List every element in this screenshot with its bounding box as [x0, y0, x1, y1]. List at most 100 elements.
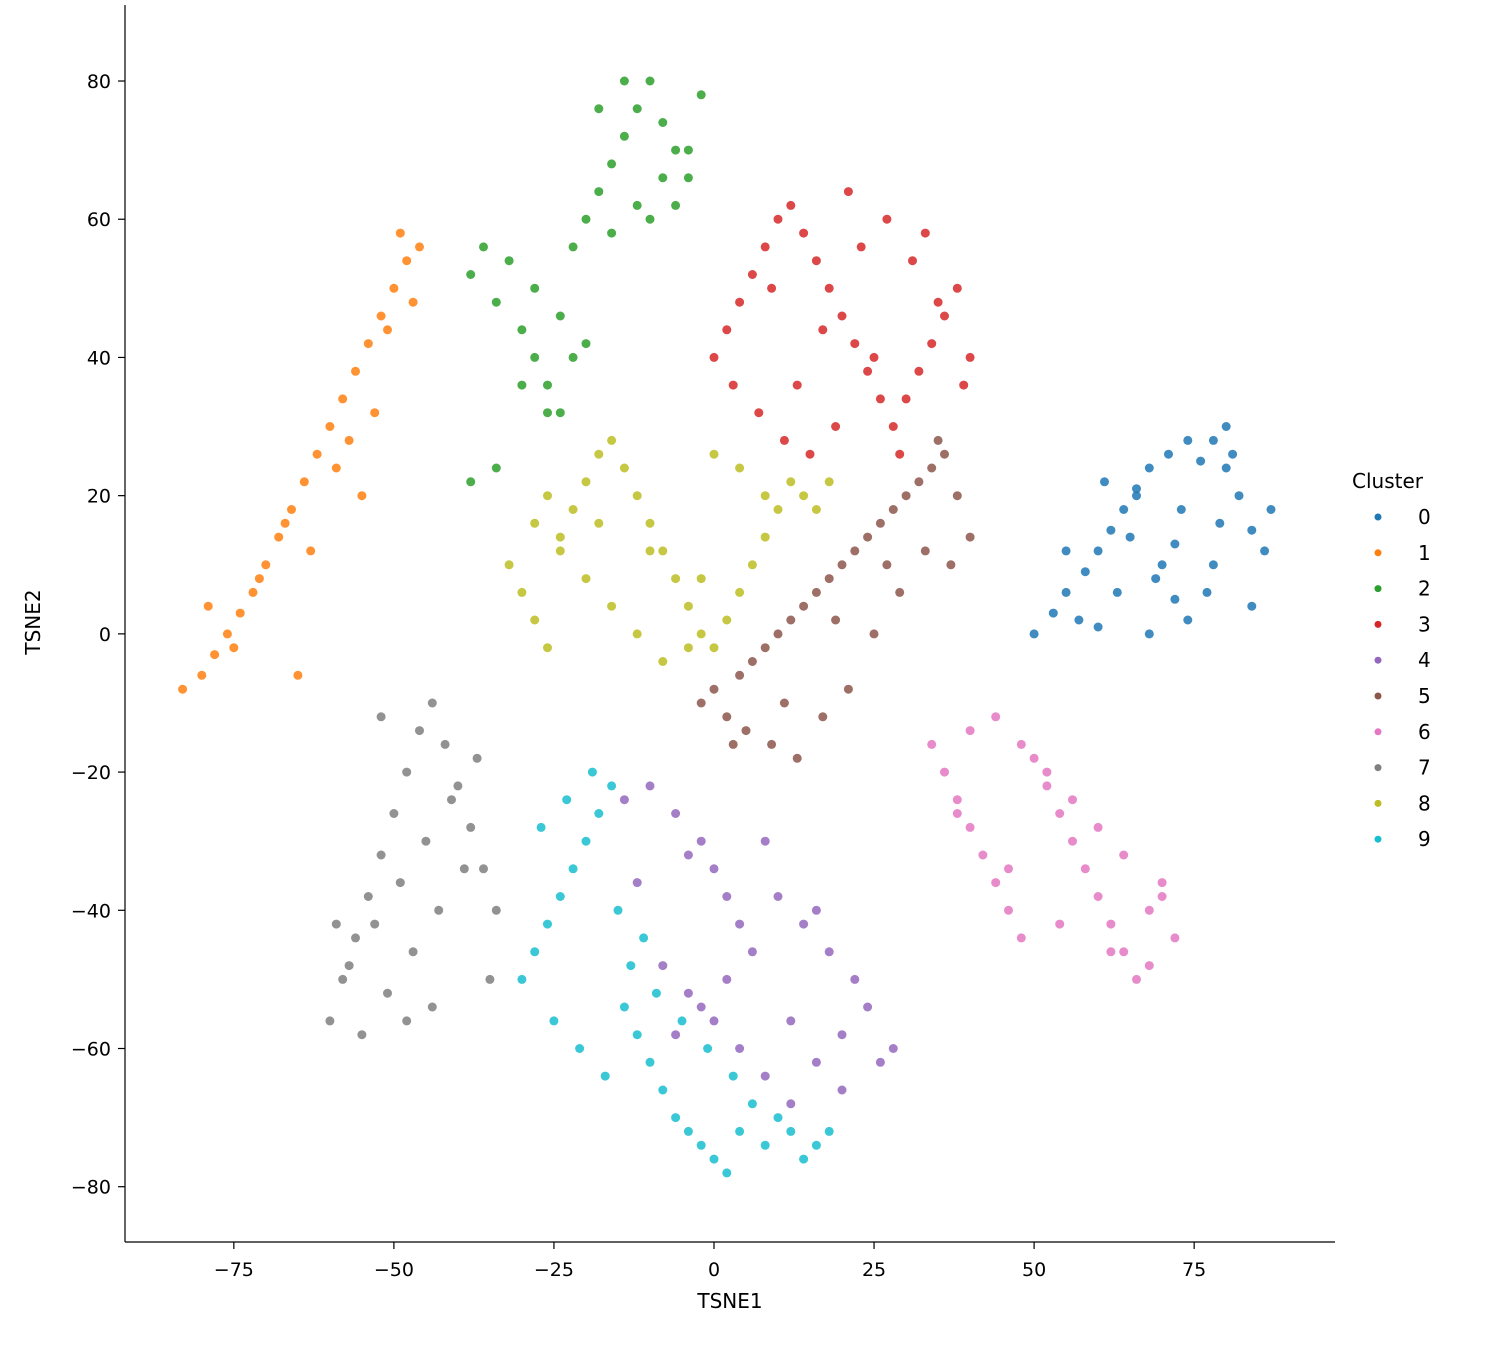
cluster-9-point [799, 1154, 809, 1164]
cluster-5-point [767, 739, 777, 749]
cluster-4-point [773, 892, 783, 901]
cluster-9-point [594, 809, 604, 818]
cluster-5-point [837, 560, 847, 570]
cluster-5-point [927, 463, 937, 473]
cluster-1-point [229, 643, 239, 653]
cluster-7-point [479, 864, 488, 874]
cluster-0-point [1202, 587, 1212, 597]
cluster-0-point [1151, 574, 1161, 584]
cluster-6-point [1119, 850, 1129, 860]
cluster-0-point [1228, 449, 1238, 459]
cluster-7-point [415, 726, 424, 736]
cluster-8-point [722, 615, 732, 625]
cluster-5-point [920, 546, 930, 556]
cluster-7-point [370, 919, 380, 929]
cluster-2-point [466, 270, 476, 279]
cluster-1-point [370, 408, 380, 418]
cluster-7-point [472, 753, 482, 763]
cluster-5-point [850, 546, 860, 556]
cluster-2-point [479, 242, 488, 252]
cluster-3-point [824, 283, 834, 293]
cluster-1-point [306, 546, 316, 556]
cluster-0-point [1221, 422, 1231, 431]
cluster-0-point [1215, 518, 1225, 528]
cluster-3-point [805, 449, 815, 459]
cluster-2-point [543, 408, 552, 418]
cluster-5-point [831, 615, 841, 625]
cluster-0-point [1029, 629, 1039, 639]
cluster-5-point [779, 698, 789, 708]
cluster-4-point [786, 1099, 796, 1109]
cluster-9-point [626, 961, 636, 971]
cluster-5-point [875, 518, 885, 528]
cluster-0-point [1132, 484, 1141, 494]
legend-marker-8 [1374, 799, 1382, 807]
cluster-6-point [1144, 905, 1154, 915]
cluster-1-point [261, 560, 271, 570]
cluster-5-point [940, 449, 949, 459]
cluster-6-point [1157, 892, 1167, 901]
cluster-2-point [594, 187, 604, 197]
cluster-2-point [645, 214, 655, 224]
cluster-1-point [325, 422, 335, 431]
x-tick-label: 25 [862, 1259, 886, 1281]
cluster-2-point [671, 200, 681, 210]
cluster-2-point [658, 118, 668, 127]
cluster-6-point [1042, 781, 1052, 791]
cluster-2-point [504, 256, 514, 266]
cluster-6-point [1042, 767, 1052, 777]
cluster-2-point [696, 90, 706, 100]
cluster-0-point [1093, 622, 1103, 632]
cluster-6-point [1004, 864, 1013, 874]
cluster-4-point [683, 850, 693, 860]
cluster-0-point [1247, 601, 1257, 611]
cluster-3-point [818, 325, 828, 335]
cluster-9-point [671, 1113, 681, 1123]
cluster-7-point [427, 1002, 437, 1012]
cluster-2-point [530, 352, 540, 362]
cluster-1-point [402, 256, 412, 266]
cluster-5-point [735, 670, 745, 680]
cluster-5-point [741, 726, 751, 736]
cluster-7-point [395, 878, 405, 888]
cluster-5-point [811, 587, 821, 597]
cluster-8-point [760, 532, 770, 542]
cluster-4-point [709, 1016, 719, 1026]
cluster-7-point [491, 905, 501, 915]
ticks-layer: −75 −50 −25 0 25 50 75 −80 −60 −40 −20 0 20 40 60 80 [71, 71, 1206, 1281]
cluster-0-point [1061, 587, 1071, 597]
cluster-8-point [696, 629, 706, 639]
cluster-9-point [581, 836, 591, 846]
cluster-4-point [696, 836, 706, 846]
cluster-4-point [671, 809, 681, 818]
cluster-4-point [888, 1044, 898, 1053]
cluster-5-point [799, 601, 809, 611]
cluster-2-point [645, 76, 655, 86]
cluster-1-point [312, 449, 322, 459]
cluster-1-point [280, 518, 290, 528]
cluster-0-point [1266, 505, 1276, 514]
cluster-7-point [402, 767, 412, 777]
cluster-9-point [555, 892, 565, 901]
cluster-8-point [760, 491, 770, 501]
cluster-3-point [965, 352, 975, 362]
cluster-0-point [1183, 615, 1193, 625]
x-tick-label: 50 [1022, 1259, 1046, 1281]
cluster-5-point [952, 491, 962, 501]
cluster-4-point [722, 892, 732, 901]
cluster-9-point [568, 864, 578, 874]
cluster-6-point [1068, 795, 1077, 805]
cluster-0-point [1176, 505, 1186, 514]
cluster-3-point [856, 242, 866, 252]
cluster-5-point [965, 532, 975, 542]
cluster-0-point [1112, 587, 1122, 597]
cluster-3-point [735, 297, 745, 307]
cluster-0-point [1234, 491, 1244, 501]
cluster-5-point [843, 684, 853, 694]
cluster-1-point [408, 297, 418, 307]
cluster-9-point [696, 1140, 706, 1150]
cluster-8-point [594, 518, 604, 528]
cluster-2-point [491, 463, 501, 473]
